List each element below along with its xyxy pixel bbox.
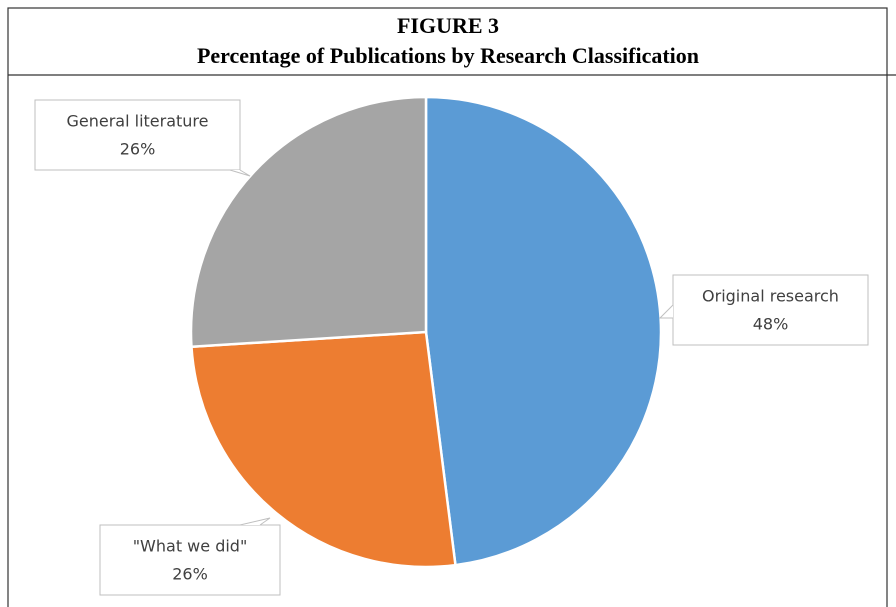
- chart-subtitle: Percentage of Publications by Research C…: [197, 43, 699, 68]
- callout-pointer: [239, 517, 271, 526]
- value-label: 48%: [753, 315, 789, 334]
- pie-slice: [424, 95, 663, 567]
- callout-box: [99, 524, 281, 596]
- pie-slice: [189, 95, 428, 349]
- value-label: 26%: [120, 140, 156, 159]
- category-label: General literature: [66, 112, 208, 131]
- callout-box: [672, 274, 869, 346]
- callout-pointer: [229, 169, 251, 177]
- pie-slice: [190, 330, 457, 569]
- value-label: 26%: [172, 565, 208, 584]
- chart-title: FIGURE 3: [397, 13, 499, 38]
- frame: [7, 7, 888, 607]
- category-label: Original research: [702, 287, 839, 306]
- callout-pointer: [658, 304, 674, 319]
- category-label: "What we did": [133, 537, 248, 556]
- callout-box: [34, 99, 241, 171]
